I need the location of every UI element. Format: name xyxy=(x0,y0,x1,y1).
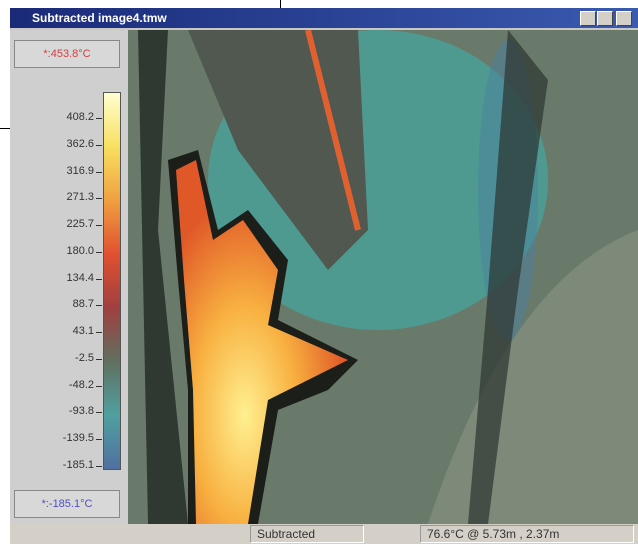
scale-label: 180.0 xyxy=(66,244,94,257)
scale-tick xyxy=(96,358,102,360)
status-mode: Subtracted xyxy=(250,525,364,543)
maximize-button[interactable] xyxy=(597,11,613,26)
color-bar xyxy=(103,92,121,470)
scale-label: 134.4 xyxy=(66,271,94,284)
title-bar: Subtracted image4.tmw xyxy=(10,8,638,28)
scale-tick xyxy=(96,144,102,146)
scale-label: -185.1 xyxy=(62,459,94,471)
scale-tick xyxy=(96,385,102,387)
close-button[interactable] xyxy=(616,11,632,26)
thermal-image xyxy=(128,30,638,524)
scale-panel: *:453.8°C 408.2 362.6 316.9 271.3 225.7 180.0… xyxy=(10,30,128,524)
scale-label: -93.8 xyxy=(68,405,94,418)
max-label: *:453.8°C xyxy=(14,40,120,68)
scale-label: 88.7 xyxy=(72,298,94,311)
scale-label: -48.2 xyxy=(68,378,94,391)
window-title: Subtracted image4.tmw xyxy=(32,11,167,25)
scale-tick xyxy=(96,332,102,334)
scale-tick xyxy=(96,198,102,200)
scale-label: 225.7 xyxy=(66,218,94,231)
scale-label: 408.2 xyxy=(66,111,94,123)
minimize-button[interactable] xyxy=(580,11,596,26)
scale-label: 271.3 xyxy=(66,191,94,204)
scale-tick xyxy=(96,225,102,227)
line xyxy=(280,0,281,8)
scale-tick xyxy=(96,466,102,467)
scale-tick xyxy=(96,171,102,173)
scale-tick xyxy=(96,278,102,280)
line xyxy=(0,128,10,129)
min-label: *:-185.1°C xyxy=(14,490,120,518)
scale-label: -2.5 xyxy=(75,351,94,364)
scale-tick xyxy=(96,439,102,441)
scale-label: 362.6 xyxy=(66,137,94,150)
status-reading: 76.6°C @ 5.73m , 2.37m xyxy=(420,525,634,543)
scale-tick xyxy=(96,412,102,414)
scale-tick xyxy=(96,118,102,119)
scale-label: -139.5 xyxy=(62,432,94,445)
scale-tick xyxy=(96,251,102,253)
scale-label: 43.1 xyxy=(72,325,94,338)
scale-label: 316.9 xyxy=(66,164,94,177)
window: Subtracted image4.tmw *:453.8°C 408.2 362… xyxy=(10,8,638,544)
scale-tick xyxy=(96,305,102,307)
status-bar: Subtracted 76.6°C @ 5.73m , 2.37m xyxy=(10,524,638,544)
